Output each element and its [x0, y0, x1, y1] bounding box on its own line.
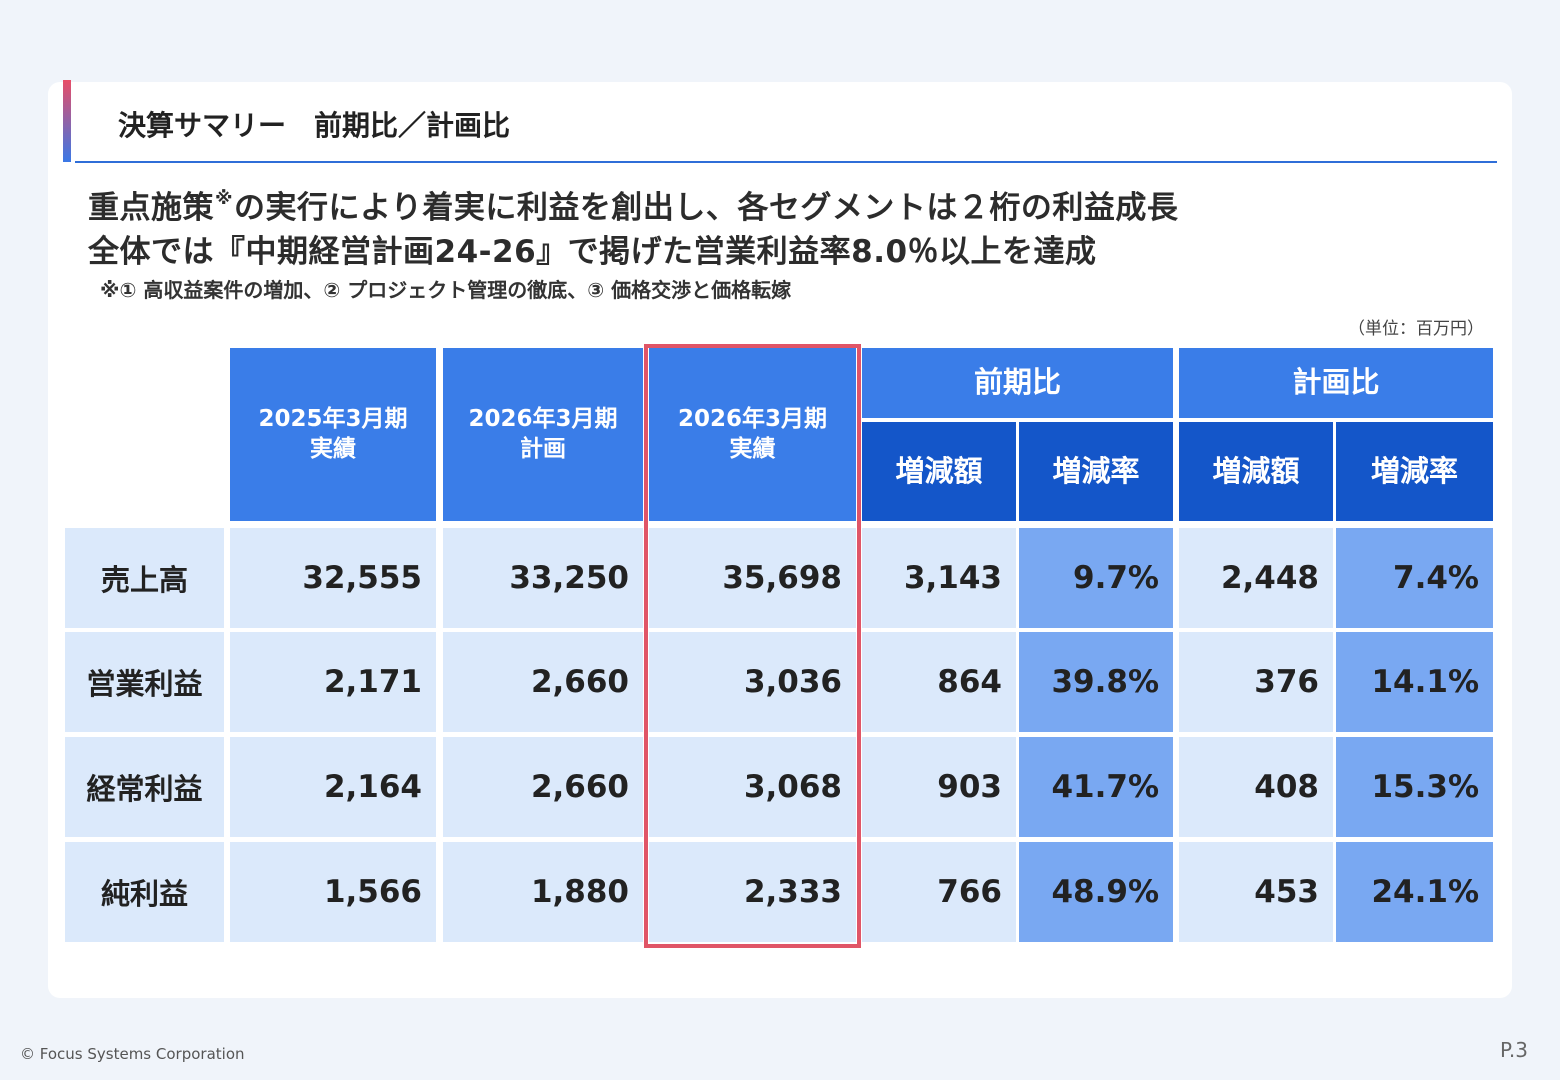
copyright: © Focus Systems Corporation [20, 1045, 245, 1063]
row-label-ordinary-income: 経常利益 [65, 737, 224, 837]
title-accent-bar [63, 80, 71, 162]
header-yoy-rate: 増減率 [1019, 422, 1173, 521]
headline-note-mark: ※ [215, 188, 233, 209]
headline-line-1-a: 重点施策 [88, 190, 214, 226]
header-group-plan: 計画比 [1179, 348, 1493, 418]
header-fy2026-plan: 2026年3月期 計画 [443, 348, 643, 521]
cell-net-income-fy2025: 1,566 [230, 842, 436, 942]
cell-operating-income-fy2025: 2,171 [230, 632, 436, 732]
cell-operating-income-yoy-rate: 39.8% [1019, 632, 1173, 732]
page-title: 決算サマリー 前期比／計画比 [118, 109, 511, 142]
cell-sales-plan-rate: 7.4% [1336, 528, 1493, 628]
cell-ordinary-income-yoy-change: 903 [862, 737, 1016, 837]
cell-sales-actual: 35,698 [649, 528, 856, 628]
cell-sales-yoy-rate: 9.7% [1019, 528, 1173, 628]
headline-footnote: ※① 高収益案件の増加、② プロジェクト管理の徹底、③ 価格交渉と価格転嫁 [100, 278, 792, 302]
headline-line-1: 重点施策※の実行により着実に利益を創出し、各セグメントは２桁の利益成長 [88, 182, 1178, 227]
cell-ordinary-income-plan-change: 408 [1179, 737, 1333, 837]
header-plan-rate: 増減率 [1336, 422, 1493, 521]
header-yoy-change: 増減額 [862, 422, 1016, 521]
cell-net-income-plan: 1,880 [443, 842, 643, 942]
unit-label: （単位：百万円） [1348, 319, 1484, 339]
cell-operating-income-plan-change: 376 [1179, 632, 1333, 732]
cell-net-income-yoy-change: 766 [862, 842, 1016, 942]
cell-net-income-yoy-rate: 48.9% [1019, 842, 1173, 942]
cell-ordinary-income-plan-rate: 15.3% [1336, 737, 1493, 837]
cell-sales-yoy-change: 3,143 [862, 528, 1016, 628]
cell-operating-income-plan-rate: 14.1% [1336, 632, 1493, 732]
cell-operating-income-actual: 3,036 [649, 632, 856, 732]
cell-sales-plan-change: 2,448 [1179, 528, 1333, 628]
cell-operating-income-yoy-change: 864 [862, 632, 1016, 732]
cell-operating-income-plan: 2,660 [443, 632, 643, 732]
cell-net-income-plan-rate: 24.1% [1336, 842, 1493, 942]
row-label-net-income: 純利益 [65, 842, 224, 942]
cell-ordinary-income-plan: 2,660 [443, 737, 643, 837]
cell-ordinary-income-fy2025: 2,164 [230, 737, 436, 837]
cell-sales-fy2025: 32,555 [230, 528, 436, 628]
row-label-sales: 売上高 [65, 528, 224, 628]
cell-ordinary-income-yoy-rate: 41.7% [1019, 737, 1173, 837]
cell-sales-plan: 33,250 [443, 528, 643, 628]
title-divider [75, 161, 1497, 163]
cell-ordinary-income-actual: 3,068 [649, 737, 856, 837]
row-label-operating-income: 営業利益 [65, 632, 224, 732]
headline-line-2: 全体では『中期経営計画24-26』で掲げた営業利益率8.0％以上を達成 [88, 234, 1097, 270]
header-plan-change: 増減額 [1179, 422, 1333, 521]
header-group-yoy: 前期比 [862, 348, 1173, 418]
header-fy2025-actual: 2025年3月期 実績 [230, 348, 436, 521]
cell-net-income-actual: 2,333 [649, 842, 856, 942]
headline-line-1-b: の実行により着実に利益を創出し、各セグメントは２桁の利益成長 [234, 190, 1179, 226]
cell-net-income-plan-change: 453 [1179, 842, 1333, 942]
header-fy2026-actual: 2026年3月期 実績 [649, 348, 856, 521]
page-number: P.3 [1499, 1038, 1528, 1062]
